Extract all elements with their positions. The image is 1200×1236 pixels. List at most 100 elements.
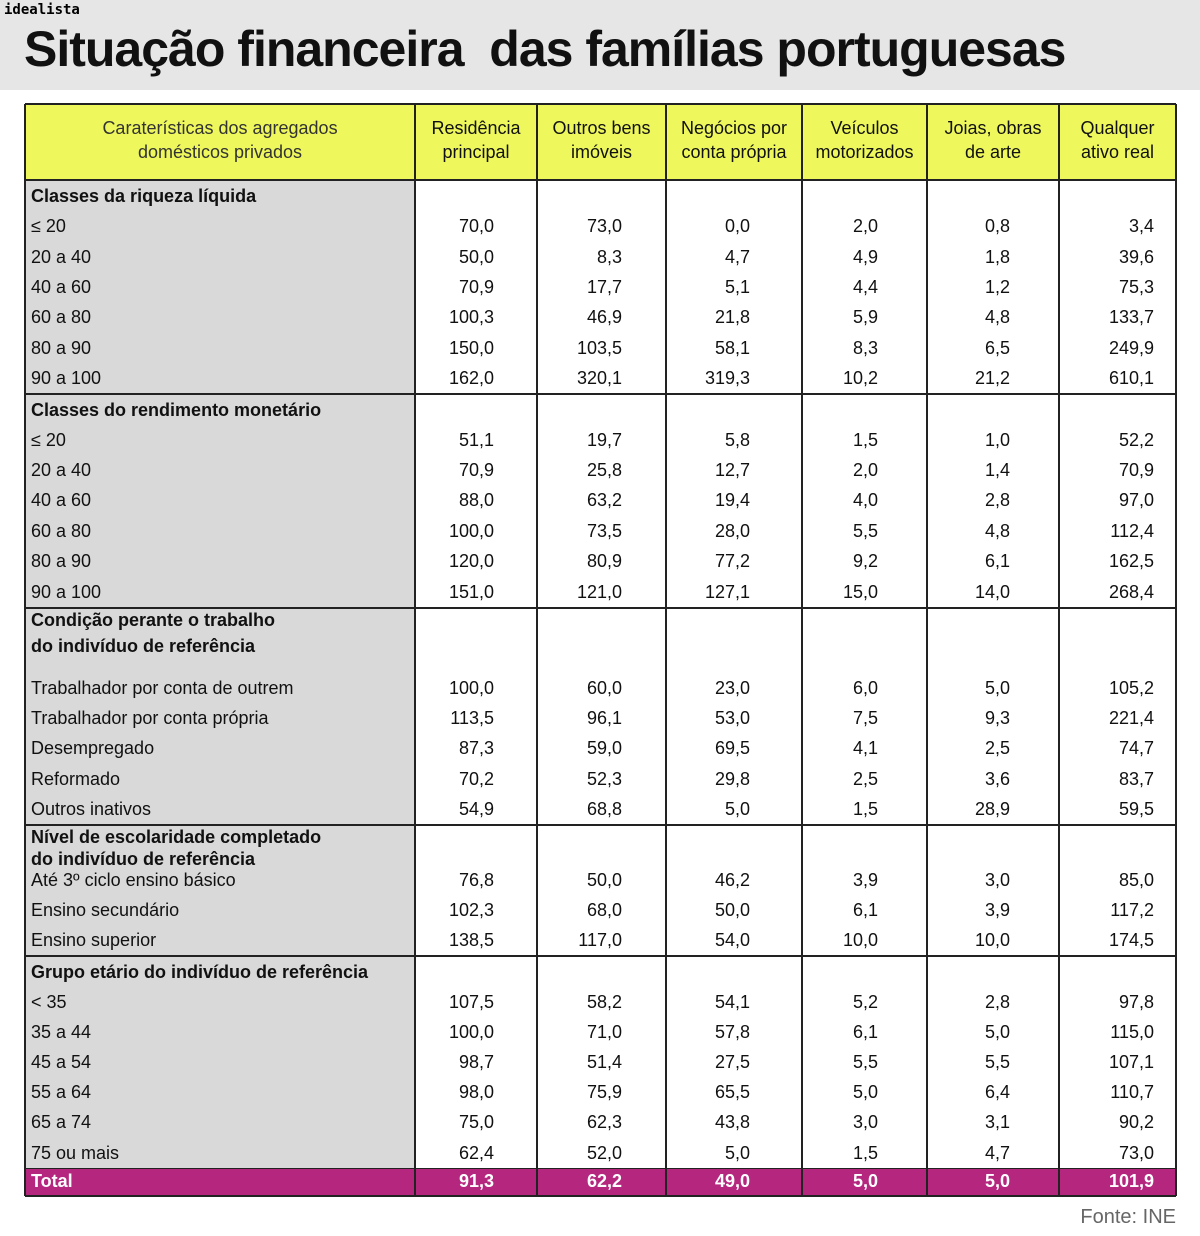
header-divider	[25, 179, 1176, 181]
row-label: 20 a 40	[31, 460, 92, 480]
section-title: do indivíduo de referência	[31, 635, 256, 656]
cell-value: 221,4	[1108, 708, 1154, 729]
cell-value: 4,8	[984, 307, 1010, 328]
header-cell: de arte	[964, 142, 1022, 162]
row-label: 90 a 100	[31, 368, 102, 389]
cell-value: 105,2	[1108, 677, 1154, 698]
cell-value: 12,7	[714, 460, 750, 480]
cell-value: 68,8	[586, 798, 622, 819]
row-label: 90 a 100	[31, 581, 102, 602]
cell-value: 10,0	[842, 930, 878, 951]
cell-value: 54,0	[714, 930, 750, 951]
header-band	[0, 0, 1200, 90]
cell-value: 50,0	[458, 246, 494, 267]
cell-value: 10,2	[842, 368, 878, 389]
row-label: 55 a 64	[31, 1082, 92, 1103]
row-label: Total	[31, 1171, 73, 1192]
cell-value: 101,9	[1108, 1171, 1154, 1192]
cell-value: 120,0	[448, 551, 494, 572]
cell-value: 76,8	[458, 869, 494, 890]
column-line	[665, 104, 667, 1196]
cell-value: 50,0	[586, 869, 622, 890]
row-label: 65 a 74	[31, 1112, 92, 1133]
cell-value: 3,9	[852, 869, 878, 890]
cell-value: 62,2	[586, 1171, 622, 1192]
section-divider	[25, 823, 1176, 826]
cell-value: 59,5	[1118, 798, 1154, 819]
cell-value: 162,5	[1108, 551, 1154, 572]
cell-value: 3,6	[984, 768, 1010, 789]
cell-value: 115,0	[1110, 1021, 1154, 1042]
row-label: ≤ 20	[31, 216, 66, 237]
cell-value: 52,0	[586, 1142, 622, 1163]
cell-value: 6,1	[852, 900, 878, 921]
cell-value: 46,2	[714, 869, 750, 890]
cell-value: 73,0	[586, 216, 622, 237]
cell-value: 75,0	[458, 1112, 494, 1133]
total-bg	[25, 1168, 1176, 1196]
cell-value: 5,5	[852, 1051, 878, 1072]
cell-value: 1,5	[852, 798, 878, 819]
cell-value: 6,1	[852, 1021, 878, 1042]
cell-value: 46,9	[586, 307, 622, 328]
cell-value: 5,0	[724, 798, 750, 819]
cell-value: 5,8	[724, 429, 750, 450]
cell-value: 87,3	[458, 738, 494, 759]
cell-value: 102,3	[448, 900, 494, 921]
cell-value: 268,4	[1108, 581, 1154, 602]
cell-value: 5,0	[724, 1142, 750, 1163]
cell-value: 97,0	[1118, 490, 1154, 511]
header-cell: Veículos	[830, 118, 899, 138]
cell-value: 1,2	[984, 277, 1010, 297]
label-column-bg	[25, 180, 415, 1169]
cell-value: 5,5	[852, 520, 878, 541]
row-label: 60 a 80	[31, 307, 92, 328]
cell-value: 138,5	[448, 930, 494, 951]
cell-value: 83,7	[1118, 768, 1154, 789]
cell-value: 98,7	[458, 1051, 494, 1072]
title: Situação financeira das famílias portugu…	[24, 21, 1066, 77]
cell-value: 88,0	[458, 490, 494, 511]
cell-value: 174,5	[1108, 930, 1154, 951]
brand: idealista	[4, 2, 80, 18]
row-label: 80 a 90	[31, 551, 92, 572]
cell-value: 91,3	[458, 1171, 494, 1192]
cell-value: 73,0	[1118, 1142, 1154, 1163]
row-label: 75 ou mais	[31, 1142, 120, 1163]
header-cell: domésticos privados	[137, 142, 303, 162]
cell-value: 54,9	[458, 798, 494, 819]
cell-value: 110,7	[1110, 1082, 1154, 1103]
cell-value: 29,8	[714, 768, 750, 789]
cell-value: 0,0	[724, 216, 750, 237]
header-cell: Qualquer	[1080, 118, 1155, 138]
cell-value: 23,0	[714, 677, 750, 698]
row-label: Outros inativos	[31, 798, 152, 819]
cell-value: 100,0	[448, 1021, 494, 1042]
row-label: Ensino secundário	[31, 900, 180, 921]
cell-value: 100,3	[448, 307, 494, 328]
section-title: Grupo etário do indivíduo de referência	[31, 962, 369, 983]
cell-value: 5,5	[984, 1051, 1010, 1072]
row-label: 20 a 40	[31, 246, 92, 267]
cell-value: 107,1	[1108, 1051, 1154, 1072]
cell-value: 10,0	[974, 930, 1010, 951]
cell-value: 112,4	[1110, 520, 1154, 541]
cell-value: 1,8	[984, 246, 1010, 267]
row-label: Reformado	[31, 768, 121, 789]
cell-value: 59,0	[586, 738, 622, 759]
cell-value: 75,3	[1118, 277, 1154, 297]
cell-value: 28,0	[714, 520, 750, 541]
cell-value: 27,5	[714, 1051, 750, 1072]
column-line	[1058, 104, 1060, 1196]
cell-value: 2,0	[852, 216, 878, 237]
cell-value: 100,0	[448, 677, 494, 698]
cell-value: 2,8	[984, 991, 1010, 1012]
cell-value: 6,4	[984, 1082, 1010, 1103]
row-label: 40 a 60	[31, 490, 92, 511]
row-label: Trabalhador por conta de outrem	[31, 677, 294, 698]
cell-value: 0,8	[984, 216, 1010, 237]
cell-value: 4,9	[852, 246, 878, 267]
cell-value: 117,2	[1110, 900, 1154, 921]
section-divider	[25, 393, 1176, 396]
